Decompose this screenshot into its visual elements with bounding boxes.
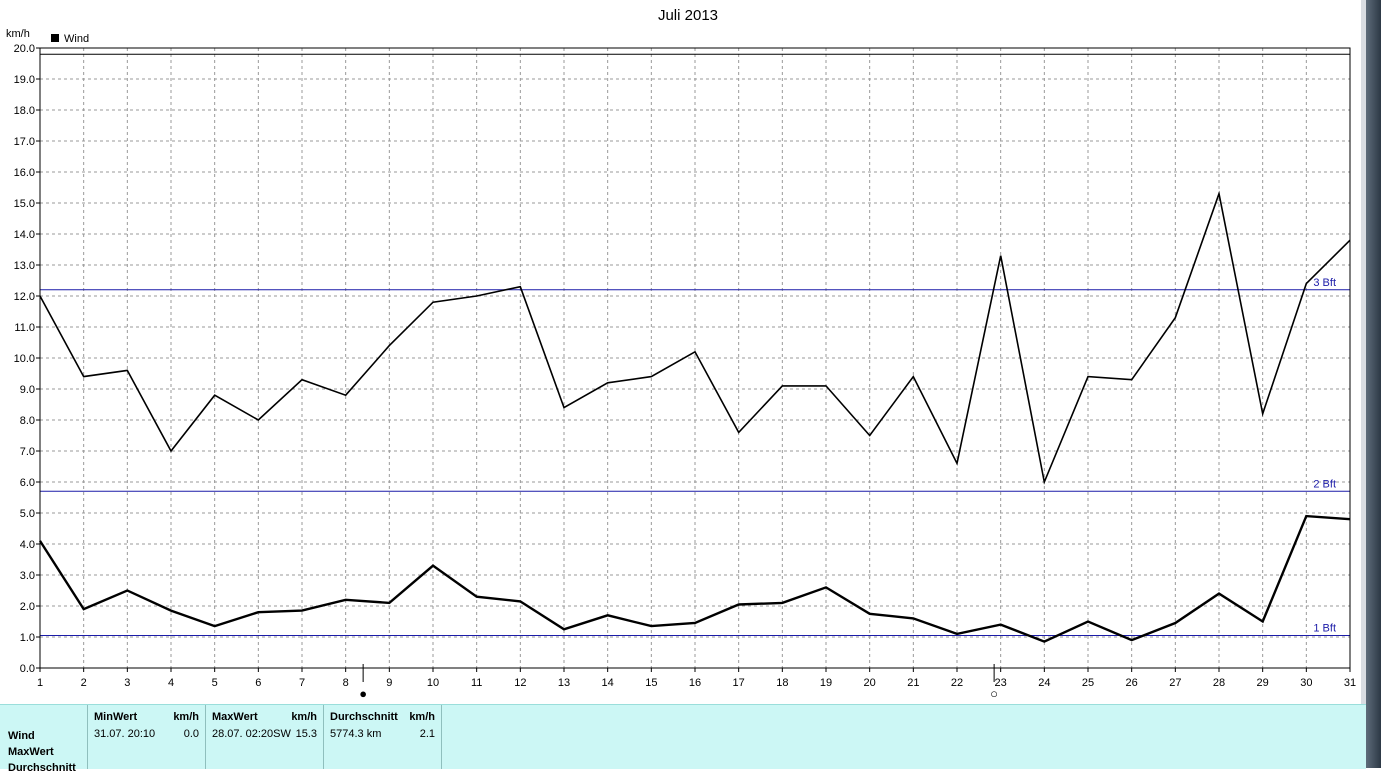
- x-tick-label: 20: [864, 677, 876, 689]
- phase-marker: ●: [359, 686, 367, 701]
- row-label-maxwert: MaxWert: [8, 746, 54, 758]
- series-line-average: [38, 514, 1351, 643]
- y-tick-label: 5.0: [20, 508, 35, 520]
- y-tick-label: 19.0: [14, 74, 35, 86]
- stats-col-max: MaxWert km/h 28.07. 02:20SW 15.3: [205, 705, 323, 769]
- y-tick-label: 1.0: [20, 632, 35, 644]
- reference-lines: 1 Bft 2 Bft 3 Bft: [40, 277, 1350, 636]
- x-tick-label: 13: [558, 677, 570, 689]
- y-axis-unit: km/h: [6, 28, 30, 40]
- row-label-durchschnitt: Durchschnitt: [8, 762, 76, 774]
- series-lines: [38, 190, 1351, 643]
- legend-swatch: [51, 34, 59, 42]
- y-tick-label: 12.0: [14, 291, 35, 303]
- min-unit: km/h: [173, 711, 199, 723]
- x-tick-label: 22: [951, 677, 963, 689]
- x-tick-label: 23: [995, 677, 1007, 689]
- x-tick-label: 29: [1257, 677, 1269, 689]
- x-tick-label: 9: [386, 677, 392, 689]
- x-tick-label: 1: [37, 677, 43, 689]
- y-tick-label: 0.0: [20, 663, 35, 675]
- min-value: 0.0: [183, 728, 199, 740]
- min-header: MinWert: [94, 711, 138, 723]
- x-tick-label: 27: [1169, 677, 1181, 689]
- stats-row-labels: Wind MaxWert Durchschnitt: [8, 728, 76, 776]
- max-header: MaxWert: [212, 711, 258, 723]
- axes: 0.01.02.03.04.05.06.07.08.09.010.011.012…: [14, 43, 1357, 689]
- x-tick-label: 8: [343, 677, 349, 689]
- x-tick-label: 10: [427, 677, 439, 689]
- x-tick-label: 30: [1300, 677, 1312, 689]
- y-tick-label: 8.0: [20, 415, 35, 427]
- window-edge: [1361, 0, 1366, 768]
- series-line-max: [39, 190, 1351, 485]
- max-date: 28.07. 02:20SW: [212, 728, 291, 740]
- avg-unit: km/h: [409, 711, 435, 723]
- avg-value: 2.1: [419, 728, 435, 740]
- x-tick-label: 21: [907, 677, 919, 689]
- y-tick-label: 6.0: [20, 477, 35, 489]
- x-tick-label: 3: [124, 677, 130, 689]
- x-tick-label: 2: [81, 677, 87, 689]
- max-unit: km/h: [291, 711, 317, 723]
- y-tick-label: 15.0: [14, 198, 35, 210]
- x-tick-label: 19: [820, 677, 832, 689]
- phase-marker: ○: [990, 686, 998, 701]
- x-tick-label: 12: [514, 677, 526, 689]
- row-label-wind: Wind: [8, 730, 35, 742]
- grid: [40, 48, 1350, 668]
- x-tick-label: 26: [1126, 677, 1138, 689]
- avg-header: Durchschnitt: [330, 711, 398, 723]
- legend: Wind: [51, 33, 89, 45]
- y-tick-label: 3.0: [20, 570, 35, 582]
- y-tick-label: 4.0: [20, 539, 35, 551]
- y-tick-label: 11.0: [14, 322, 35, 334]
- bft-label: 1 Bft: [1313, 622, 1336, 634]
- x-tick-label: 16: [689, 677, 701, 689]
- x-tick-label: 17: [733, 677, 745, 689]
- x-tick-label: 4: [168, 677, 174, 689]
- x-tick-label: 11: [471, 677, 482, 689]
- x-tick-label: 6: [255, 677, 261, 689]
- y-tick-label: 7.0: [20, 446, 35, 458]
- y-tick-label: 2.0: [20, 601, 35, 613]
- window-frame: [1366, 0, 1381, 768]
- x-tick-label: 7: [299, 677, 305, 689]
- stats-col-min: MinWert km/h 31.07. 20:10 0.0: [87, 705, 205, 769]
- bft-label: 3 Bft: [1313, 277, 1336, 289]
- y-tick-label: 16.0: [14, 167, 35, 179]
- min-date: 31.07. 20:10: [94, 728, 156, 740]
- y-tick-label: 17.0: [14, 136, 35, 148]
- y-tick-label: 10.0: [14, 353, 35, 365]
- day-markers: ● ○: [359, 664, 998, 701]
- x-tick-label: 31: [1344, 677, 1356, 689]
- legend-label: Wind: [64, 33, 89, 45]
- y-tick-label: 13.0: [14, 260, 35, 272]
- plot-frame: [39, 47, 1351, 669]
- y-tick-label: 14.0: [14, 229, 35, 241]
- max-value: 15.3: [295, 728, 317, 740]
- avg-distance: 5774.3 km: [330, 728, 382, 740]
- y-tick-label: 20.0: [14, 43, 35, 55]
- x-tick-label: 18: [776, 677, 788, 689]
- stats-panel: Wind MaxWert Durchschnitt MinWert km/h 3…: [0, 704, 1366, 774]
- y-tick-label: 9.0: [20, 384, 35, 396]
- x-tick-label: 14: [602, 677, 614, 689]
- x-tick-label: 5: [212, 677, 218, 689]
- x-tick-label: 25: [1082, 677, 1094, 689]
- y-tick-label: 18.0: [14, 105, 35, 117]
- bft-label: 2 Bft: [1313, 478, 1336, 490]
- stats-col-avg: Durchschnitt km/h 5774.3 km 2.1: [323, 705, 442, 769]
- chart-title: Juli 2013: [658, 7, 718, 24]
- x-tick-label: 15: [645, 677, 657, 689]
- x-tick-label: 28: [1213, 677, 1225, 689]
- x-tick-label: 24: [1038, 677, 1050, 689]
